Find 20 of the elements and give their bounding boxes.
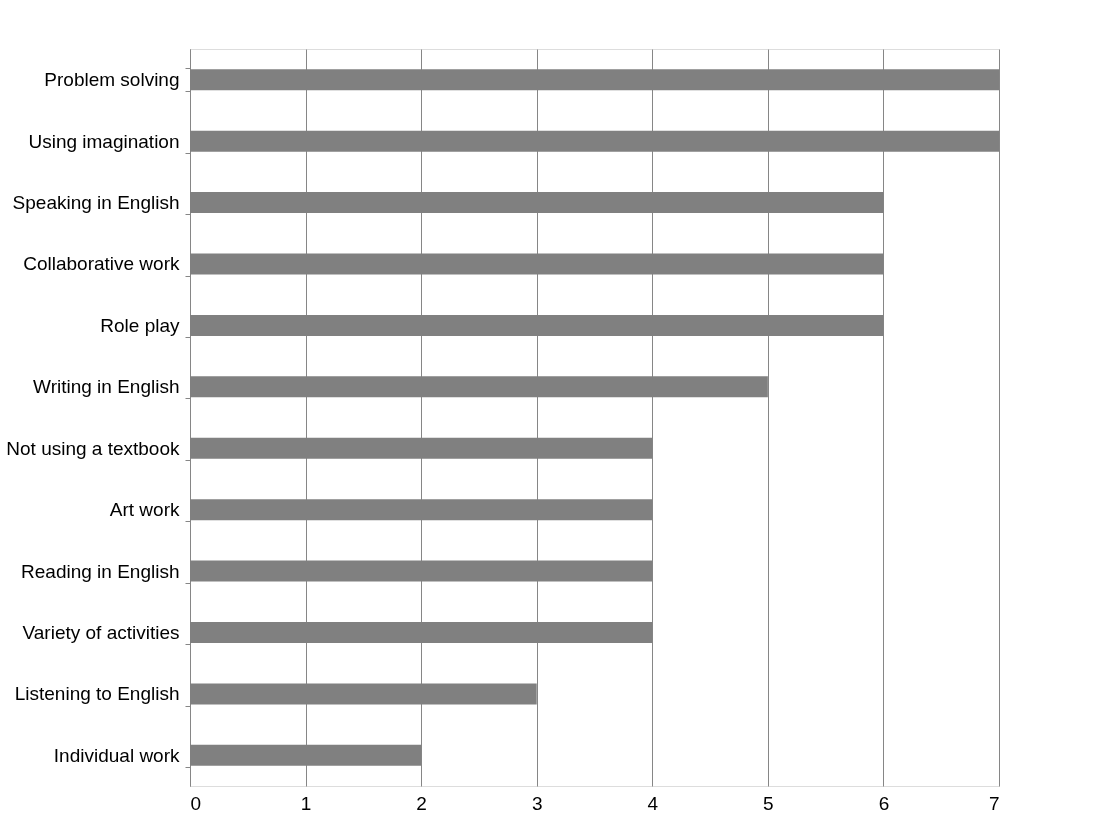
x-tick-label: 3 [531, 792, 543, 814]
y-tick-label: Reading in English [21, 560, 180, 582]
y-tick-label: Collaborative work [23, 253, 180, 275]
y-tick-label: Speaking in English [12, 192, 180, 214]
y-tick-label: Problem solving [44, 69, 180, 91]
y-tick-label: Not using a textbook [6, 437, 180, 459]
x-tick-label: 0 [190, 792, 202, 814]
x-tick-label: 5 [763, 792, 774, 814]
y-tick-label: Art work [109, 499, 180, 521]
y-tick-label: Using imagination [28, 130, 180, 152]
y-tick-label: Variety of activities [22, 621, 180, 643]
x-tick-label: 2 [416, 792, 427, 814]
y-tick-label: Individual work [53, 744, 180, 766]
y-tick-label: Writing in English [33, 376, 180, 398]
y-tick-label: Role play [100, 314, 180, 336]
y-tick-label: Listening to English [14, 683, 180, 705]
x-tick-label: 6 [878, 792, 890, 814]
x-tick-label: 4 [647, 792, 659, 814]
x-tick-label: 7 [988, 792, 1000, 814]
x-tick-label: 1 [300, 792, 312, 814]
